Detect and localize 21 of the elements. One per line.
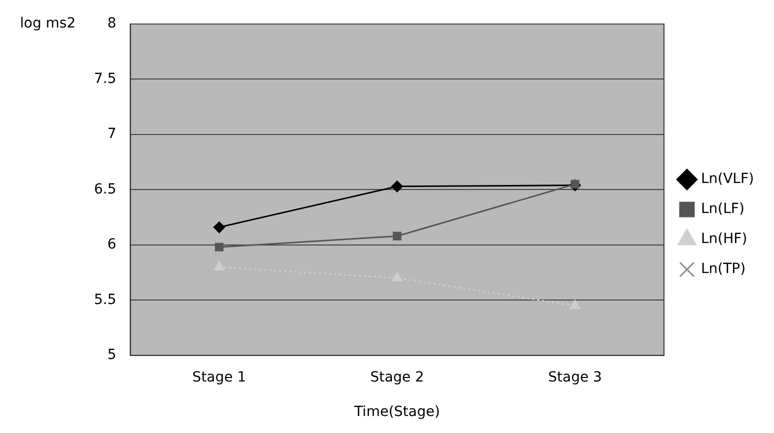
- point: [570, 300, 580, 309]
- point: [214, 242, 224, 252]
- y-tick-label: 7: [107, 126, 116, 142]
- legend-label: Ln(VLF): [700, 171, 754, 188]
- point: [213, 222, 225, 234]
- point: [391, 180, 403, 192]
- y-axis-title: log ms2: [20, 16, 76, 32]
- x-tick-label: Stage 1: [192, 369, 246, 386]
- y-tick-label: 7.5: [94, 70, 116, 87]
- y-tick-label: 5: [107, 347, 116, 364]
- y-tick-label: 6: [107, 236, 116, 253]
- legend-label: Ln(LF): [700, 201, 744, 218]
- x-tick-label: Stage 2: [370, 369, 424, 386]
- x-axis-title: Time(Stage): [353, 404, 440, 420]
- legend-label: Ln(HF): [700, 231, 748, 248]
- y-tick-label: 5.5: [94, 292, 116, 308]
- legend-label: Ln(TP): [700, 261, 746, 278]
- y-tick-label: 6.5: [94, 181, 116, 198]
- y-tick-label: 8: [107, 16, 116, 32]
- x-tick-label: Stage 3: [548, 369, 602, 386]
- point: [392, 232, 402, 240]
